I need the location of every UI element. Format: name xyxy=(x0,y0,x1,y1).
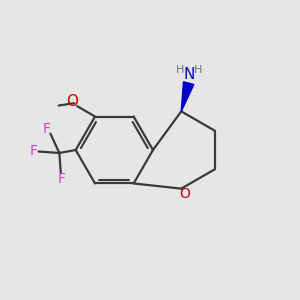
Text: F: F xyxy=(42,122,50,136)
Text: N: N xyxy=(184,67,195,82)
Text: F: F xyxy=(29,144,37,158)
Text: F: F xyxy=(58,172,66,185)
Text: H: H xyxy=(176,65,184,75)
Text: H: H xyxy=(194,65,202,75)
Text: O: O xyxy=(66,94,78,109)
Polygon shape xyxy=(181,82,194,111)
Text: O: O xyxy=(179,187,190,201)
